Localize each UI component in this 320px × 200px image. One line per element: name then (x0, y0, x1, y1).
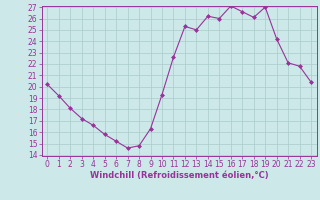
X-axis label: Windchill (Refroidissement éolien,°C): Windchill (Refroidissement éolien,°C) (90, 171, 268, 180)
